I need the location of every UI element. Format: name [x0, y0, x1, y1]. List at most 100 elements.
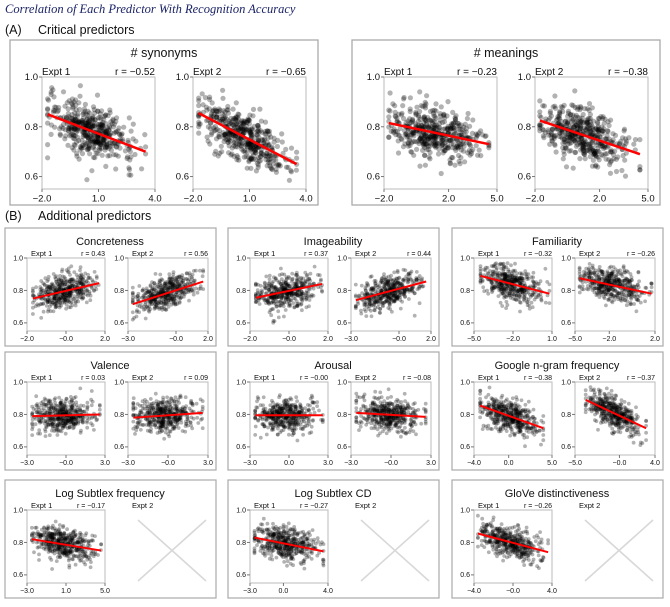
data-point: [563, 139, 569, 145]
data-point: [244, 149, 250, 155]
data-point: [390, 101, 396, 107]
data-point: [80, 111, 86, 117]
data-point: [48, 131, 54, 137]
data-point: [369, 297, 374, 302]
data-point: [213, 148, 219, 154]
data-point: [267, 302, 271, 306]
data-point: [537, 98, 543, 104]
data-point: [106, 127, 112, 134]
data-point: [163, 308, 168, 312]
data-point: [40, 288, 44, 293]
data-point: [95, 138, 101, 144]
data-point: [278, 282, 283, 287]
data-point: [54, 279, 59, 284]
data-point: [547, 110, 553, 116]
section-letter: (A): [5, 23, 22, 37]
data-point: [432, 113, 438, 120]
data-point: [426, 154, 432, 160]
y-tick-label: 0.6: [518, 172, 531, 183]
data-point: [92, 123, 98, 129]
data-point: [577, 156, 583, 162]
data-point: [99, 108, 105, 114]
data-point: [81, 404, 86, 408]
data-point: [83, 141, 89, 148]
data-point: [75, 297, 79, 301]
y-tick-label: 0.8: [236, 288, 246, 295]
data-point: [100, 136, 106, 142]
data-point: [500, 304, 505, 308]
data-point: [609, 287, 614, 292]
data-point: [74, 273, 79, 277]
y-tick-label: 1.0: [518, 72, 531, 83]
data-point: [461, 124, 467, 130]
data-point: [590, 118, 597, 124]
data-point: [72, 114, 78, 120]
data-point: [89, 133, 95, 139]
data-point: [228, 152, 234, 158]
data-point: [135, 308, 139, 313]
data-point: [547, 115, 553, 121]
data-point: [114, 115, 120, 121]
data-point: [222, 118, 228, 124]
data-point: [490, 285, 494, 290]
data-point: [263, 281, 267, 286]
data-point: [52, 104, 58, 110]
data-point: [307, 304, 311, 309]
x-tick-label: −2.0: [20, 336, 34, 343]
y-tick-label: 0.8: [518, 122, 531, 133]
data-point: [433, 101, 439, 107]
data-point: [385, 282, 389, 286]
data-point: [125, 137, 131, 143]
data-point: [422, 162, 428, 168]
data-point: [412, 313, 417, 318]
data-point: [51, 272, 56, 276]
data-point: [566, 148, 572, 154]
data-point: [297, 301, 302, 306]
data-point: [580, 287, 584, 292]
points: [31, 264, 101, 320]
data-point: [557, 116, 563, 122]
data-point: [152, 281, 157, 285]
data-point: [91, 110, 98, 116]
data-point: [124, 154, 131, 160]
data-point: [60, 280, 65, 285]
data-point: [143, 144, 149, 150]
points: [130, 268, 206, 322]
y-tick-label: 0.6: [561, 320, 571, 327]
data-point: [63, 298, 68, 303]
data-point: [304, 290, 309, 295]
data-point: [398, 306, 403, 311]
data-point: [45, 120, 51, 126]
r-value: r = −0.52: [115, 67, 155, 78]
data-point: [395, 270, 400, 275]
data-point: [92, 270, 97, 274]
data-point: [631, 141, 637, 147]
section-heading: Critical predictors: [38, 23, 135, 37]
data-point: [612, 278, 616, 283]
data-point: [531, 283, 535, 288]
data-point: [452, 162, 458, 168]
data-point: [89, 121, 95, 127]
x-tick-label: 1.0: [243, 194, 256, 205]
data-point: [604, 278, 608, 283]
data-point: [134, 314, 139, 319]
data-point: [75, 119, 81, 125]
data-point: [79, 291, 84, 296]
x-tick-label: −5.0: [568, 336, 582, 343]
data-point: [111, 121, 117, 127]
data-point: [97, 124, 103, 130]
data-point: [98, 142, 104, 148]
data-point: [81, 129, 87, 135]
data-point: [605, 292, 610, 297]
data-point: [216, 115, 223, 121]
y-tick-label: 0.6: [337, 320, 347, 327]
data-point: [273, 169, 279, 175]
data-point: [268, 134, 274, 140]
data-point: [97, 126, 103, 132]
data-point: [140, 288, 145, 293]
data-point: [447, 157, 453, 163]
data-point: [431, 134, 437, 140]
data-point: [597, 265, 602, 269]
data-point: [236, 112, 242, 118]
